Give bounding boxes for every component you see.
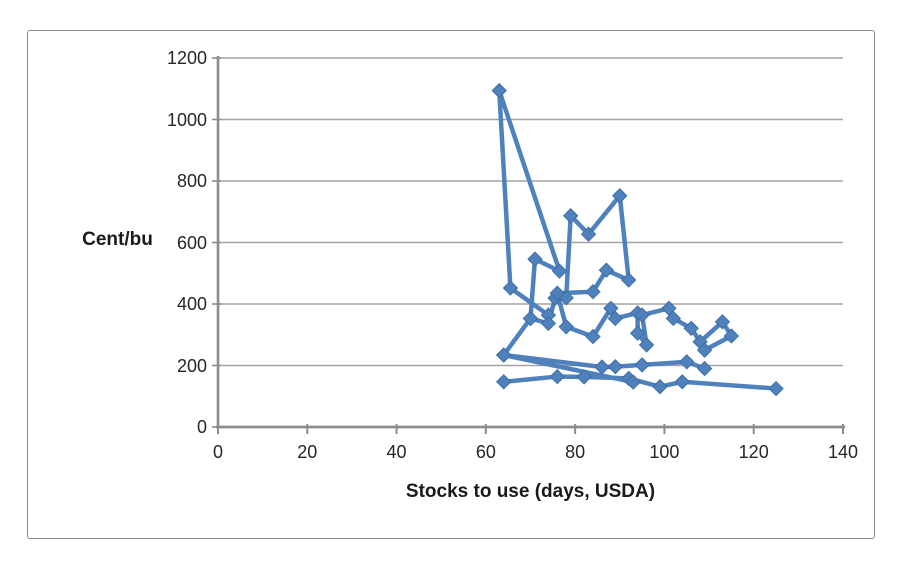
data-point-marker — [723, 328, 740, 344]
y-tick-label: 1000 — [166, 109, 207, 130]
data-point-marker — [576, 369, 592, 385]
data-point-marker — [683, 320, 699, 337]
y-tick-label: 200 — [176, 355, 207, 376]
data-point-marker — [496, 374, 512, 390]
x-tick-label: 0 — [212, 442, 223, 462]
x-tick-label: 100 — [649, 442, 680, 462]
data-point-marker — [549, 285, 565, 301]
data-point-marker — [585, 328, 601, 345]
data-point-marker — [598, 262, 615, 278]
data-point-marker — [612, 188, 628, 204]
data-point-marker — [562, 208, 579, 224]
data-point-marker — [634, 307, 650, 323]
y-axis-title: Cent/bu — [82, 229, 153, 250]
data-point-marker — [607, 359, 624, 375]
data-point-marker — [696, 342, 713, 358]
x-tick-label: 60 — [475, 442, 496, 462]
data-point-marker — [527, 251, 543, 267]
y-tick-label: 1200 — [166, 48, 207, 68]
data-point-marker — [580, 226, 597, 242]
data-point-marker — [652, 379, 668, 395]
data-point-marker — [634, 357, 650, 373]
data-point-marker — [638, 337, 655, 353]
data-point-marker — [696, 360, 713, 377]
chart-border — [27, 30, 875, 539]
data-point-marker — [625, 374, 641, 390]
x-tick-label: 40 — [386, 442, 407, 462]
data-point-marker — [594, 359, 610, 375]
data-point-marker — [629, 325, 646, 341]
data-point-marker — [496, 347, 512, 363]
data-point-marker — [607, 310, 624, 327]
y-tick-label: 400 — [176, 294, 207, 314]
x-tick-label: 120 — [738, 442, 769, 462]
y-tick-label: 800 — [176, 171, 207, 191]
data-point-marker — [768, 380, 784, 397]
data-point-marker — [502, 280, 519, 296]
y-tick-label: 0 — [196, 417, 207, 437]
data-point-marker — [540, 315, 557, 332]
data-point-marker — [585, 283, 601, 300]
x-axis-title: Stocks to use (days, USDA) — [405, 481, 656, 502]
y-tick-label: 600 — [176, 232, 207, 253]
data-point-marker — [549, 368, 565, 385]
data-point-marker — [491, 82, 507, 99]
x-tick-label: 80 — [565, 442, 586, 462]
data-point-marker — [665, 310, 682, 327]
data-point-marker — [621, 272, 637, 288]
data-point-marker — [551, 263, 568, 279]
data-point-marker — [558, 319, 574, 335]
x-tick-label: 20 — [297, 442, 318, 462]
data-point-marker — [674, 374, 690, 390]
data-point-marker — [522, 310, 539, 327]
data-point-marker — [679, 354, 695, 370]
x-tick-label: 140 — [827, 442, 859, 462]
data-point-marker — [714, 314, 731, 330]
